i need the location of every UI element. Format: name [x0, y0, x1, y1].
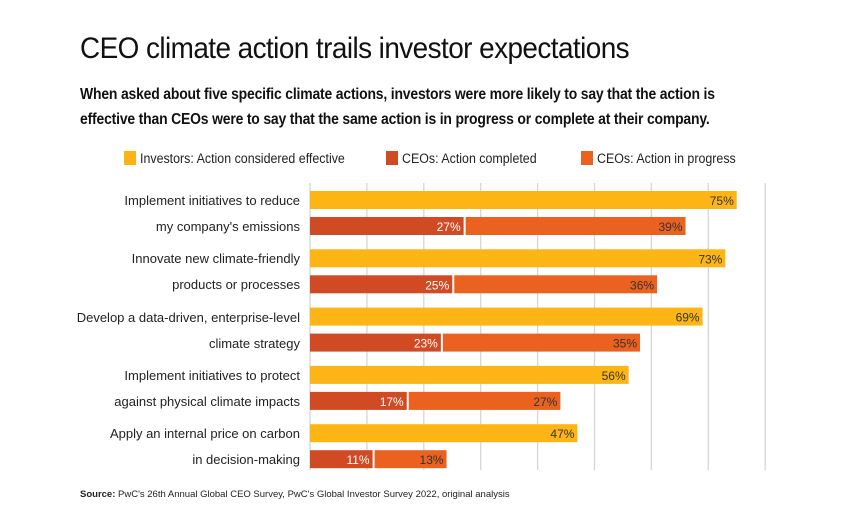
data-label-ceo-in-progress: 27% [533, 395, 557, 409]
source-label: Source: [80, 489, 116, 500]
data-label-ceo-in-progress: 35% [613, 337, 637, 351]
bar-ceo-in-progress [442, 333, 641, 352]
category-label: in decision-making [192, 452, 300, 468]
bar-investors [310, 307, 703, 326]
legend-swatch-ceo-completed [386, 151, 398, 165]
data-label-ceo-completed: 27% [437, 220, 461, 234]
subtitle-line-1: When asked about five specific climate a… [80, 86, 715, 103]
category-label: Implement initiatives to reduce [124, 193, 300, 208]
bar-ceo-completed [310, 450, 373, 469]
bar-investors [310, 191, 737, 209]
subtitle-line-2: effective than CEOs were to say that the… [80, 111, 710, 128]
legend-item-ceo-completed: CEOs: Action completed [386, 148, 548, 168]
chart-title: CEO climate action trails investor expec… [80, 32, 630, 65]
data-label-investors: 69% [676, 311, 700, 325]
bar-ceo-in-progress [374, 450, 447, 469]
data-label-ceo-completed: 25% [425, 278, 449, 292]
data-label-ceo-in-progress: 36% [630, 278, 654, 292]
data-label-ceo-completed: 23% [414, 337, 438, 351]
bar-ceo-completed [310, 391, 407, 410]
legend-swatch-ceo-in-progress [581, 151, 593, 165]
legend-label-investors: Investors: Action considered effective [140, 150, 345, 166]
bar-ceo-in-progress [454, 275, 658, 294]
bar-ceo-completed [310, 275, 453, 294]
category-label: climate strategy [208, 335, 300, 351]
source-note: Source: PwC's 26th Annual Global CEO Sur… [80, 489, 510, 500]
chart-subtitle: When asked about five specific climate a… [80, 82, 800, 132]
legend-item-investors: Investors: Action considered effective [124, 148, 363, 168]
bar-ceo-completed [310, 217, 464, 235]
bar-investors [310, 365, 629, 384]
category-label: products or processes [172, 277, 300, 293]
bar-investors [310, 424, 578, 443]
category-label: Apply an internal price on carbon [109, 426, 300, 442]
data-label-investors: 56% [602, 369, 626, 383]
category-label: against physical climate impacts [114, 393, 300, 409]
bar-ceo-completed [310, 333, 441, 352]
data-label-ceo-completed: 17% [380, 395, 404, 409]
data-label-ceo-completed: 11% [346, 453, 369, 467]
source-text: PwC's 26th Annual Global CEO Survey, PwC… [118, 489, 510, 500]
legend-label-ceo-completed: CEOs: Action completed [402, 150, 537, 166]
data-label-investors: 47% [550, 427, 574, 441]
category-label: Develop a data-driven, enterprise-level [76, 309, 300, 325]
data-label-investors: 73% [698, 252, 722, 266]
legend-label-ceo-in-progress: CEOs: Action in progress [597, 150, 736, 166]
data-label-investors: 75% [710, 194, 734, 208]
legend-item-ceo-in-progress: CEOs: Action in progress [581, 148, 748, 168]
bar-investors [310, 249, 726, 268]
data-label-ceo-in-progress: 39% [659, 220, 683, 234]
category-label: Innovate new climate-friendly [131, 251, 300, 267]
category-label: my company's emissions [155, 219, 300, 234]
legend-swatch-investors [124, 151, 136, 165]
bar-ceo-in-progress [465, 217, 686, 235]
bar-ceo-in-progress [408, 391, 561, 410]
data-label-ceo-in-progress: 13% [420, 453, 444, 467]
category-label: Implement initiatives to protect [124, 367, 300, 383]
